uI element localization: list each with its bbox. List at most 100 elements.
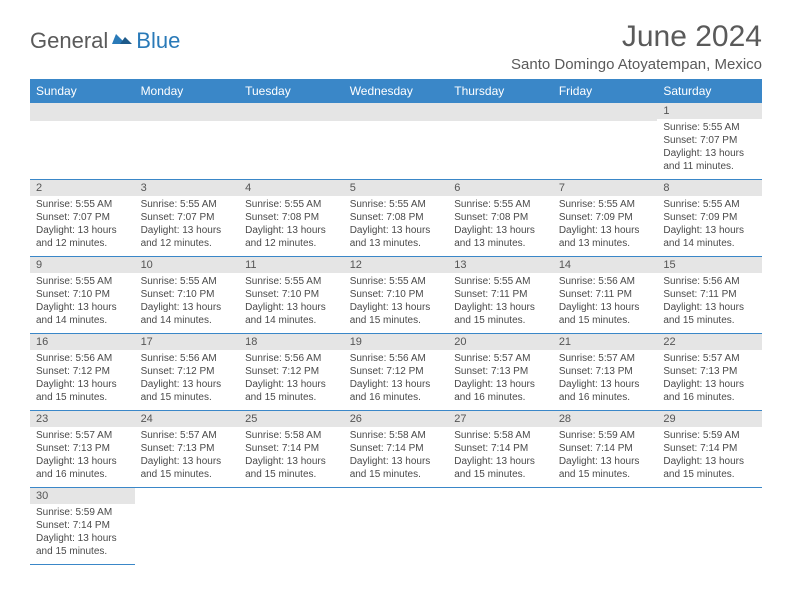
sunrise-line: Sunrise: 5:56 AM bbox=[36, 352, 129, 365]
sunrise-line: Sunrise: 5:58 AM bbox=[350, 429, 443, 442]
daylight-line: Daylight: 13 hours and 15 minutes. bbox=[350, 301, 443, 327]
calendar-day-cell: 20Sunrise: 5:57 AMSunset: 7:13 PMDayligh… bbox=[448, 334, 553, 411]
page-title: June 2024 bbox=[511, 20, 762, 54]
daylight-line: Daylight: 13 hours and 15 minutes. bbox=[245, 378, 338, 404]
empty-daynum bbox=[448, 103, 553, 121]
daylight-line: Daylight: 13 hours and 16 minutes. bbox=[663, 378, 756, 404]
sunset-line: Sunset: 7:14 PM bbox=[245, 442, 338, 455]
day-details: Sunrise: 5:56 AMSunset: 7:12 PMDaylight:… bbox=[344, 350, 449, 408]
daylight-line: Daylight: 13 hours and 15 minutes. bbox=[245, 455, 338, 481]
sunrise-line: Sunrise: 5:57 AM bbox=[141, 429, 234, 442]
day-details: Sunrise: 5:55 AMSunset: 7:11 PMDaylight:… bbox=[448, 273, 553, 331]
sunrise-line: Sunrise: 5:56 AM bbox=[559, 275, 652, 288]
calendar-day-cell: 14Sunrise: 5:56 AMSunset: 7:11 PMDayligh… bbox=[553, 257, 658, 334]
daylight-line: Daylight: 13 hours and 14 minutes. bbox=[36, 301, 129, 327]
sunrise-line: Sunrise: 5:58 AM bbox=[454, 429, 547, 442]
calendar-body: 1Sunrise: 5:55 AMSunset: 7:07 PMDaylight… bbox=[30, 103, 762, 565]
sunrise-line: Sunrise: 5:57 AM bbox=[36, 429, 129, 442]
brand-part1: General bbox=[30, 28, 108, 54]
empty-daynum bbox=[239, 103, 344, 121]
header: General Blue June 2024 Santo Domingo Ato… bbox=[30, 20, 762, 73]
daylight-line: Daylight: 13 hours and 15 minutes. bbox=[559, 455, 652, 481]
calendar-day-cell: 6Sunrise: 5:55 AMSunset: 7:08 PMDaylight… bbox=[448, 180, 553, 257]
sunset-line: Sunset: 7:13 PM bbox=[141, 442, 234, 455]
day-details: Sunrise: 5:59 AMSunset: 7:14 PMDaylight:… bbox=[30, 504, 135, 562]
sunrise-line: Sunrise: 5:59 AM bbox=[663, 429, 756, 442]
calendar-day-cell: 11Sunrise: 5:55 AMSunset: 7:10 PMDayligh… bbox=[239, 257, 344, 334]
daylight-line: Daylight: 13 hours and 13 minutes. bbox=[559, 224, 652, 250]
day-details: Sunrise: 5:57 AMSunset: 7:13 PMDaylight:… bbox=[30, 427, 135, 485]
sunset-line: Sunset: 7:10 PM bbox=[36, 288, 129, 301]
daylight-line: Daylight: 13 hours and 15 minutes. bbox=[663, 301, 756, 327]
calendar-day-cell: 15Sunrise: 5:56 AMSunset: 7:11 PMDayligh… bbox=[657, 257, 762, 334]
daylight-line: Daylight: 13 hours and 15 minutes. bbox=[350, 455, 443, 481]
calendar-day-cell: 16Sunrise: 5:56 AMSunset: 7:12 PMDayligh… bbox=[30, 334, 135, 411]
weekday-header-row: SundayMondayTuesdayWednesdayThursdayFrid… bbox=[30, 79, 762, 103]
calendar-day-cell: 17Sunrise: 5:56 AMSunset: 7:12 PMDayligh… bbox=[135, 334, 240, 411]
day-number: 28 bbox=[553, 411, 658, 427]
weekday-header: Saturday bbox=[657, 79, 762, 103]
calendar-empty-cell bbox=[239, 488, 344, 565]
day-number: 4 bbox=[239, 180, 344, 196]
empty-daynum bbox=[344, 103, 449, 121]
sunset-line: Sunset: 7:13 PM bbox=[559, 365, 652, 378]
daylight-line: Daylight: 13 hours and 12 minutes. bbox=[36, 224, 129, 250]
day-number: 25 bbox=[239, 411, 344, 427]
day-details: Sunrise: 5:56 AMSunset: 7:12 PMDaylight:… bbox=[30, 350, 135, 408]
calendar-day-cell: 22Sunrise: 5:57 AMSunset: 7:13 PMDayligh… bbox=[657, 334, 762, 411]
calendar-day-cell: 24Sunrise: 5:57 AMSunset: 7:13 PMDayligh… bbox=[135, 411, 240, 488]
day-number: 17 bbox=[135, 334, 240, 350]
sunset-line: Sunset: 7:13 PM bbox=[454, 365, 547, 378]
day-number: 21 bbox=[553, 334, 658, 350]
sunset-line: Sunset: 7:12 PM bbox=[141, 365, 234, 378]
daylight-line: Daylight: 13 hours and 11 minutes. bbox=[663, 147, 756, 173]
calendar-empty-cell bbox=[30, 103, 135, 180]
calendar-day-cell: 18Sunrise: 5:56 AMSunset: 7:12 PMDayligh… bbox=[239, 334, 344, 411]
day-number: 9 bbox=[30, 257, 135, 273]
day-number: 26 bbox=[344, 411, 449, 427]
day-number: 24 bbox=[135, 411, 240, 427]
weekday-header: Sunday bbox=[30, 79, 135, 103]
calendar-day-cell: 10Sunrise: 5:55 AMSunset: 7:10 PMDayligh… bbox=[135, 257, 240, 334]
sunrise-line: Sunrise: 5:57 AM bbox=[454, 352, 547, 365]
day-number: 1 bbox=[657, 103, 762, 119]
daylight-line: Daylight: 13 hours and 13 minutes. bbox=[454, 224, 547, 250]
sunset-line: Sunset: 7:10 PM bbox=[350, 288, 443, 301]
calendar-day-cell: 19Sunrise: 5:56 AMSunset: 7:12 PMDayligh… bbox=[344, 334, 449, 411]
daylight-line: Daylight: 13 hours and 14 minutes. bbox=[245, 301, 338, 327]
weekday-header: Tuesday bbox=[239, 79, 344, 103]
calendar-day-cell: 25Sunrise: 5:58 AMSunset: 7:14 PMDayligh… bbox=[239, 411, 344, 488]
sunrise-line: Sunrise: 5:55 AM bbox=[36, 198, 129, 211]
sunrise-line: Sunrise: 5:55 AM bbox=[350, 275, 443, 288]
calendar-day-cell: 4Sunrise: 5:55 AMSunset: 7:08 PMDaylight… bbox=[239, 180, 344, 257]
daylight-line: Daylight: 13 hours and 15 minutes. bbox=[36, 378, 129, 404]
calendar-empty-cell bbox=[448, 103, 553, 180]
sunset-line: Sunset: 7:10 PM bbox=[141, 288, 234, 301]
calendar-empty-cell bbox=[344, 103, 449, 180]
sunrise-line: Sunrise: 5:55 AM bbox=[36, 275, 129, 288]
brand-logo: General Blue bbox=[30, 20, 180, 54]
sunrise-line: Sunrise: 5:55 AM bbox=[245, 275, 338, 288]
sunset-line: Sunset: 7:08 PM bbox=[350, 211, 443, 224]
sunrise-line: Sunrise: 5:55 AM bbox=[350, 198, 443, 211]
day-number: 27 bbox=[448, 411, 553, 427]
day-details: Sunrise: 5:55 AMSunset: 7:07 PMDaylight:… bbox=[30, 196, 135, 254]
day-details: Sunrise: 5:58 AMSunset: 7:14 PMDaylight:… bbox=[448, 427, 553, 485]
day-details: Sunrise: 5:55 AMSunset: 7:09 PMDaylight:… bbox=[657, 196, 762, 254]
calendar-empty-cell bbox=[344, 488, 449, 565]
day-details: Sunrise: 5:56 AMSunset: 7:12 PMDaylight:… bbox=[135, 350, 240, 408]
weekday-header: Wednesday bbox=[344, 79, 449, 103]
brand-part2: Blue bbox=[136, 28, 180, 54]
calendar-week-row: 2Sunrise: 5:55 AMSunset: 7:07 PMDaylight… bbox=[30, 180, 762, 257]
sunset-line: Sunset: 7:07 PM bbox=[663, 134, 756, 147]
sunset-line: Sunset: 7:14 PM bbox=[663, 442, 756, 455]
sunrise-line: Sunrise: 5:55 AM bbox=[663, 198, 756, 211]
sunset-line: Sunset: 7:09 PM bbox=[663, 211, 756, 224]
calendar-empty-cell bbox=[448, 488, 553, 565]
day-details: Sunrise: 5:56 AMSunset: 7:11 PMDaylight:… bbox=[553, 273, 658, 331]
calendar-empty-cell bbox=[135, 488, 240, 565]
day-details: Sunrise: 5:55 AMSunset: 7:08 PMDaylight:… bbox=[239, 196, 344, 254]
day-details: Sunrise: 5:57 AMSunset: 7:13 PMDaylight:… bbox=[553, 350, 658, 408]
sunrise-line: Sunrise: 5:55 AM bbox=[245, 198, 338, 211]
calendar-day-cell: 9 Sunrise: 5:55 AMSunset: 7:10 PMDaylight… bbox=[30, 257, 135, 334]
